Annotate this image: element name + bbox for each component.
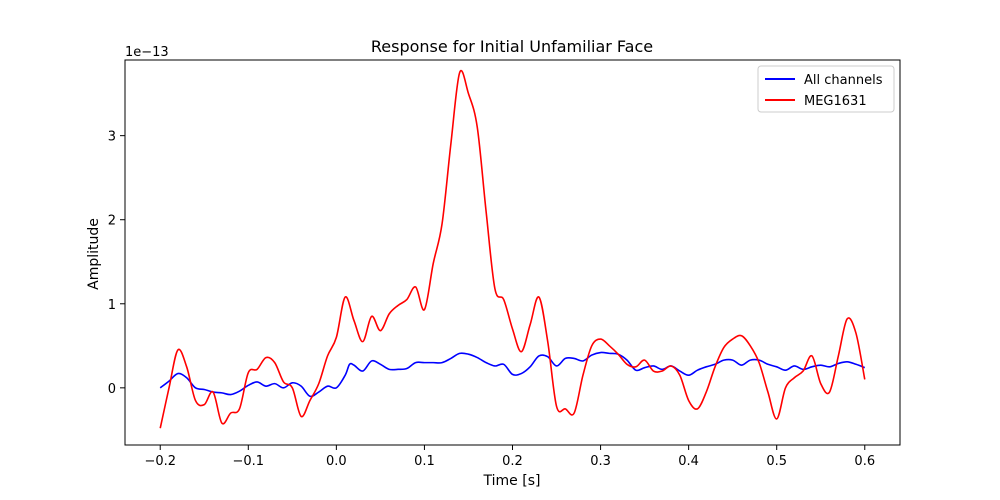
y-axis-ticks: 0 1 2 3: [108, 130, 125, 397]
x-tick-label: 0.2: [502, 454, 523, 469]
x-tick-label: −0.1: [233, 454, 265, 469]
x-tick-label: 0.3: [590, 454, 611, 469]
legend-label-all-channels: All channels: [804, 73, 883, 88]
x-axis-label: Time [s]: [483, 473, 541, 489]
legend-label-meg1631: MEG1631: [804, 94, 867, 109]
legend: All channels MEG1631: [757, 65, 895, 113]
x-tick-label: 0.4: [678, 454, 699, 469]
plot-lines: [159, 69, 866, 429]
series-line-meg1631: [159, 69, 866, 429]
series-line-all-channels: [159, 351, 866, 398]
x-axis-ticks: −0.2 −0.1 0.0 0.1 0.2 0.3 0.4 0.5 0.6: [144, 445, 875, 469]
y-tick-label: 2: [108, 214, 116, 229]
plot-frame: [124, 59, 901, 446]
chart-title: Response for Initial Unfamiliar Face: [371, 37, 653, 56]
x-tick-label: 0.5: [766, 454, 787, 469]
x-tick-label: 0.1: [414, 454, 435, 469]
x-tick-label: 0.6: [854, 454, 875, 469]
x-tick-label: 0.0: [326, 454, 347, 469]
y-tick-label: 1: [108, 298, 116, 313]
x-tick-label: −0.2: [144, 454, 176, 469]
y-offset-label: 1e−13: [125, 45, 169, 60]
y-tick-label: 0: [108, 382, 116, 397]
y-axis-label: Amplitude: [86, 218, 102, 290]
y-tick-label: 3: [108, 130, 116, 145]
